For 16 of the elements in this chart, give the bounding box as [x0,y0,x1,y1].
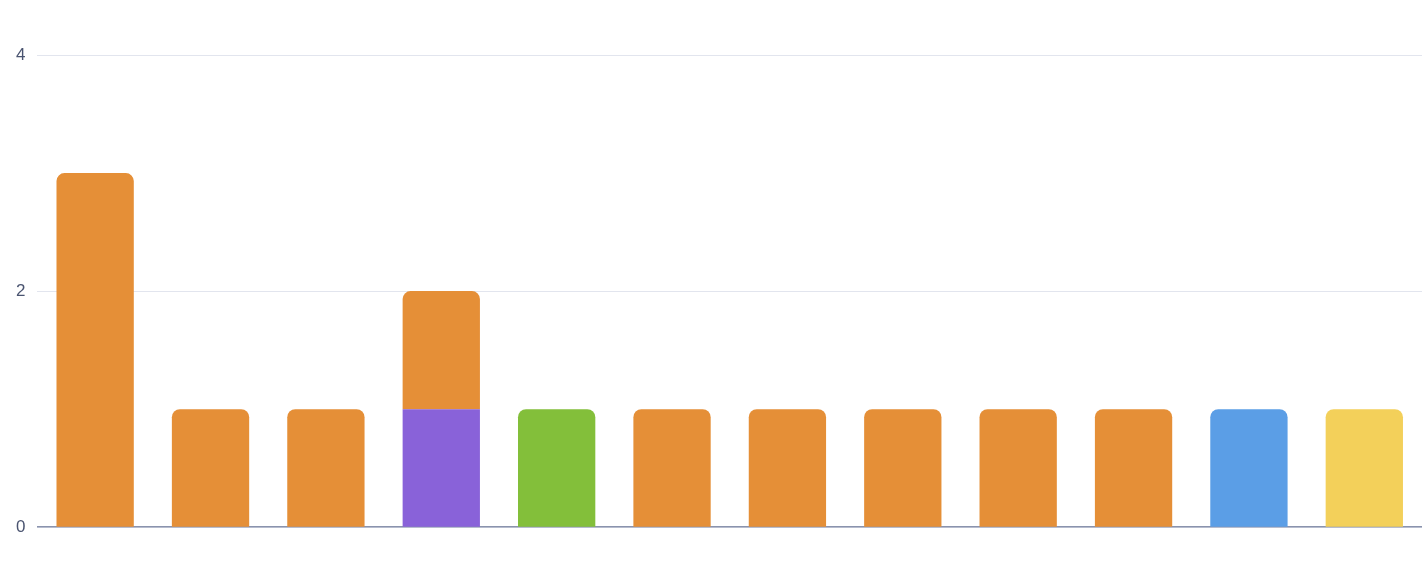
bar [748,409,827,527]
bar [1210,409,1288,527]
bar [402,409,480,527]
bar [171,409,250,527]
bar [1325,409,1403,527]
bar [633,409,711,527]
bar [979,409,1057,527]
bar [287,409,365,527]
bar [518,409,596,527]
bar [1094,409,1173,527]
bar [56,173,134,527]
bar [864,409,942,527]
y-tick-label: 2 [15,280,26,300]
bar [402,291,480,410]
y-tick-label: 0 [15,516,26,536]
y-tick-label: 4 [15,44,26,64]
